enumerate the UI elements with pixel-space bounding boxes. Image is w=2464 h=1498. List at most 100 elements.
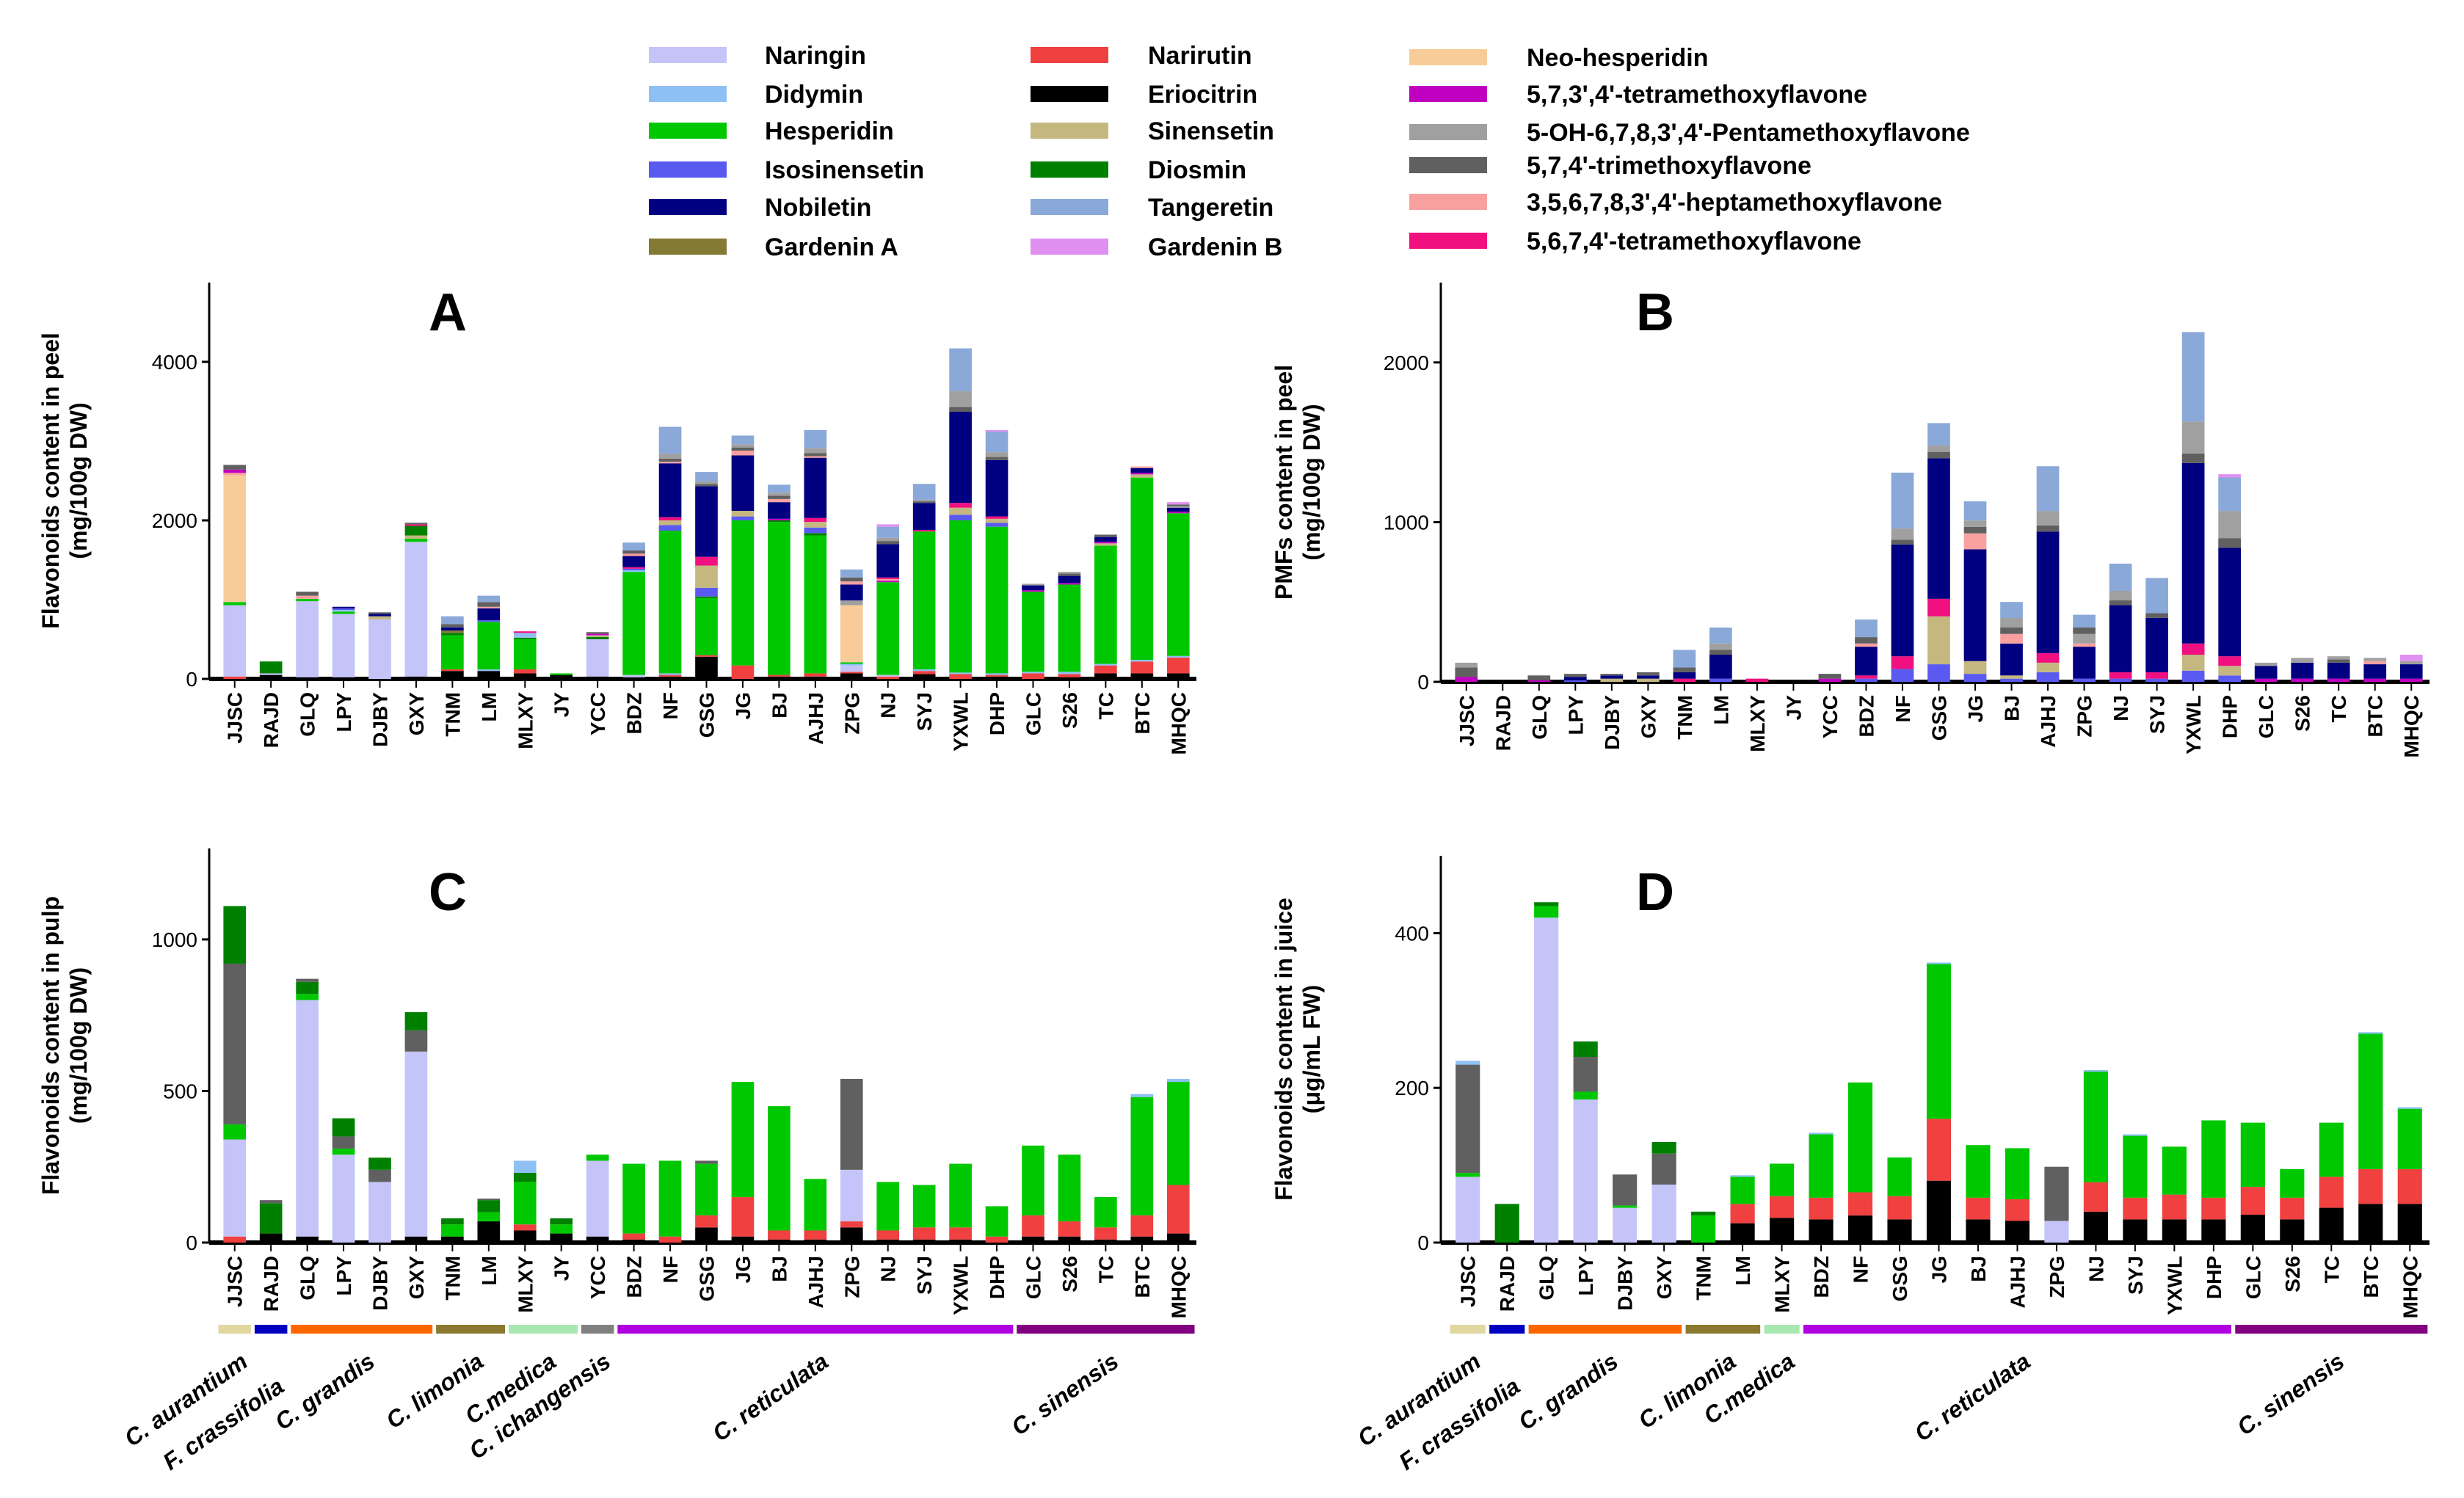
legend-item: 5,6,7,4'-tetramethoxyflavone [1409, 228, 1861, 255]
bar-segment-gardenin-a [441, 630, 464, 633]
bar-segment-eriocitrin [1022, 1236, 1044, 1243]
bar-segment-nobiletin [1963, 549, 1987, 661]
bar-segment-narirutin [876, 1230, 900, 1240]
bar-segment-narirutin [513, 669, 537, 674]
bar-segment-5-7-4-trimethoxyflavone [840, 577, 863, 582]
bar-segment-diosmin [223, 906, 247, 964]
x-tick-label: ZPG [840, 692, 863, 735]
species-bar [1764, 1325, 1800, 1334]
bar-segment-tangeretin [695, 472, 718, 482]
x-tick-label: NJ [877, 1256, 900, 1282]
legend-swatch [649, 47, 727, 63]
bar-LPY [1573, 1041, 1598, 1243]
bar-segment-eriocitrin [840, 673, 863, 679]
bar-BTC [1130, 1094, 1154, 1243]
species-bar [218, 1325, 251, 1334]
bar-segment-gardenin-b [985, 429, 1009, 432]
bar-segment-narirutin [695, 655, 718, 657]
bar-segment-eriocitrin [1058, 677, 1081, 679]
x-tick-label: GLC [1022, 1256, 1045, 1299]
bar-segment-sinensetin [731, 511, 755, 517]
x-tick-label: BJ [1967, 1256, 1990, 1282]
bar-segment-diosmin [1691, 1211, 1716, 1216]
bar-segment-narirutin [1926, 1119, 1952, 1181]
legend-swatch [1409, 86, 1487, 102]
legend-label: Narirutin [1148, 42, 1252, 70]
bar-segment-naringin [404, 1051, 428, 1237]
bar-segment-hesperidin [332, 611, 355, 614]
bar-segment-isosinensetin [2000, 678, 2023, 682]
bar-segment-hesperidin [223, 1124, 247, 1140]
bar-segment-hesperidin [695, 1163, 718, 1215]
bar-segment-5-7-4-trimethoxyflavone [223, 963, 247, 1124]
bar-segment-5-7-3-4-tetramethoxyflavone [1022, 590, 1044, 592]
bar-segment-eriocitrin [731, 1236, 755, 1243]
bar-segment-sinensetin [586, 635, 609, 637]
bar-segment-isosinensetin [1963, 674, 1987, 682]
bar-segment-3-5-6-7-8-3-4-heptamethoxyflavone [840, 581, 863, 585]
panel-letter: D [1636, 863, 1674, 922]
bar-LM [1709, 628, 1732, 682]
legend-item: 5,7,3',4'-tetramethoxyflavone [1409, 81, 1867, 109]
bar-segment-naringin [259, 673, 283, 675]
bar-segment-tangeretin [1709, 628, 1732, 644]
bar-segment-5-6-7-4-tetramethoxyflavone [876, 577, 900, 579]
species-bar [436, 1325, 506, 1334]
bar-segment-nobiletin [912, 503, 936, 530]
panel-d: 0 200 400 D Flavonoids content in juice(μg/m… [1271, 856, 2430, 1475]
bar-segment-eriocitrin [2280, 1219, 2305, 1243]
bar-GSG [695, 472, 718, 679]
bar-segment-5-7-4-trimethoxyflavone [477, 1199, 501, 1201]
bar-segment-eriocitrin [2358, 1204, 2383, 1243]
x-tick-label: TC [1094, 692, 1117, 719]
bar-segment-naringin [368, 619, 391, 679]
bar-segment-eriocitrin [2319, 1207, 2344, 1243]
bar-segment-narirutin [768, 675, 791, 677]
bar-segment-isosinensetin [804, 527, 827, 534]
bar-segment-eriocitrin [2162, 1219, 2187, 1243]
bar-segment-5-7-4-trimethoxyflavone [1963, 526, 1987, 534]
x-tick-label: JY [550, 692, 573, 718]
bar-segment-nobiletin [768, 502, 791, 519]
x-tick-label: MLXY [514, 692, 537, 749]
bar-segment-5-7-4-trimethoxyflavone [1563, 674, 1587, 677]
x-tick-label: MLXY [514, 1256, 537, 1313]
bar-segment-narirutin [1058, 674, 1081, 677]
bar-segment-nobiletin [1855, 647, 1878, 676]
bar-DHP [985, 1206, 1009, 1243]
x-tick-label: YCC [1819, 695, 1842, 738]
bar-segment-5-oh-6-7-8-3-4-pentamethoxyflavone [658, 454, 682, 459]
bar-segment-diosmin [404, 526, 428, 536]
bar-segment-5-oh-6-7-8-3-4-pentamethoxyflavone [2073, 633, 2096, 644]
bar-segment-5-7-4-trimethoxyflavone [2109, 600, 2132, 606]
bar-segment-5-7-4-trimethoxyflavone [296, 592, 319, 596]
x-tick-label: TC [2327, 695, 2350, 722]
bar-MHQC [2399, 655, 2423, 682]
y-tick-label: 400 [1395, 922, 1429, 945]
x-tick-label: TNM [441, 692, 464, 737]
x-tick-label: SYJ [2146, 695, 2169, 734]
bar-segment-5-6-7-4-tetramethoxyflavone [622, 567, 645, 569]
bar-segment-hesperidin [1166, 513, 1190, 656]
bar-segment-5-oh-6-7-8-3-4-pentamethoxyflavone [985, 452, 1009, 457]
bar-segment-hesperidin [513, 639, 537, 670]
bar-segment-didymin [1094, 663, 1117, 666]
bar-NF [658, 426, 682, 679]
bar-segment-5-7-4-trimethoxyflavone [2044, 1166, 2069, 1221]
bar-segment-naringin [1573, 1099, 1598, 1243]
bar-segment-hesperidin [2280, 1168, 2305, 1198]
bar-segment-hesperidin [2005, 1148, 2030, 1199]
bar-segment-3-5-6-7-8-3-4-heptamethoxyflavone [804, 456, 827, 458]
bar-segment-hesperidin [332, 1148, 355, 1155]
bar-segment-sinensetin [804, 522, 827, 528]
bar-segment-hesperidin [840, 662, 863, 664]
y-axis-label-line: PMFs content in peel [1271, 365, 1297, 600]
bar-DJBY [368, 1157, 391, 1243]
bar-segment-hesperidin [477, 1212, 501, 1222]
bar-segment-5-7-4-trimethoxyflavone [2145, 613, 2168, 618]
x-tick-label: JJSC [1455, 695, 1478, 746]
bar-MLXY [513, 631, 537, 679]
y-tick-label: 0 [186, 668, 197, 691]
species-label: C. reticulata [708, 1348, 833, 1447]
bar-segment-eriocitrin [1130, 1236, 1154, 1243]
